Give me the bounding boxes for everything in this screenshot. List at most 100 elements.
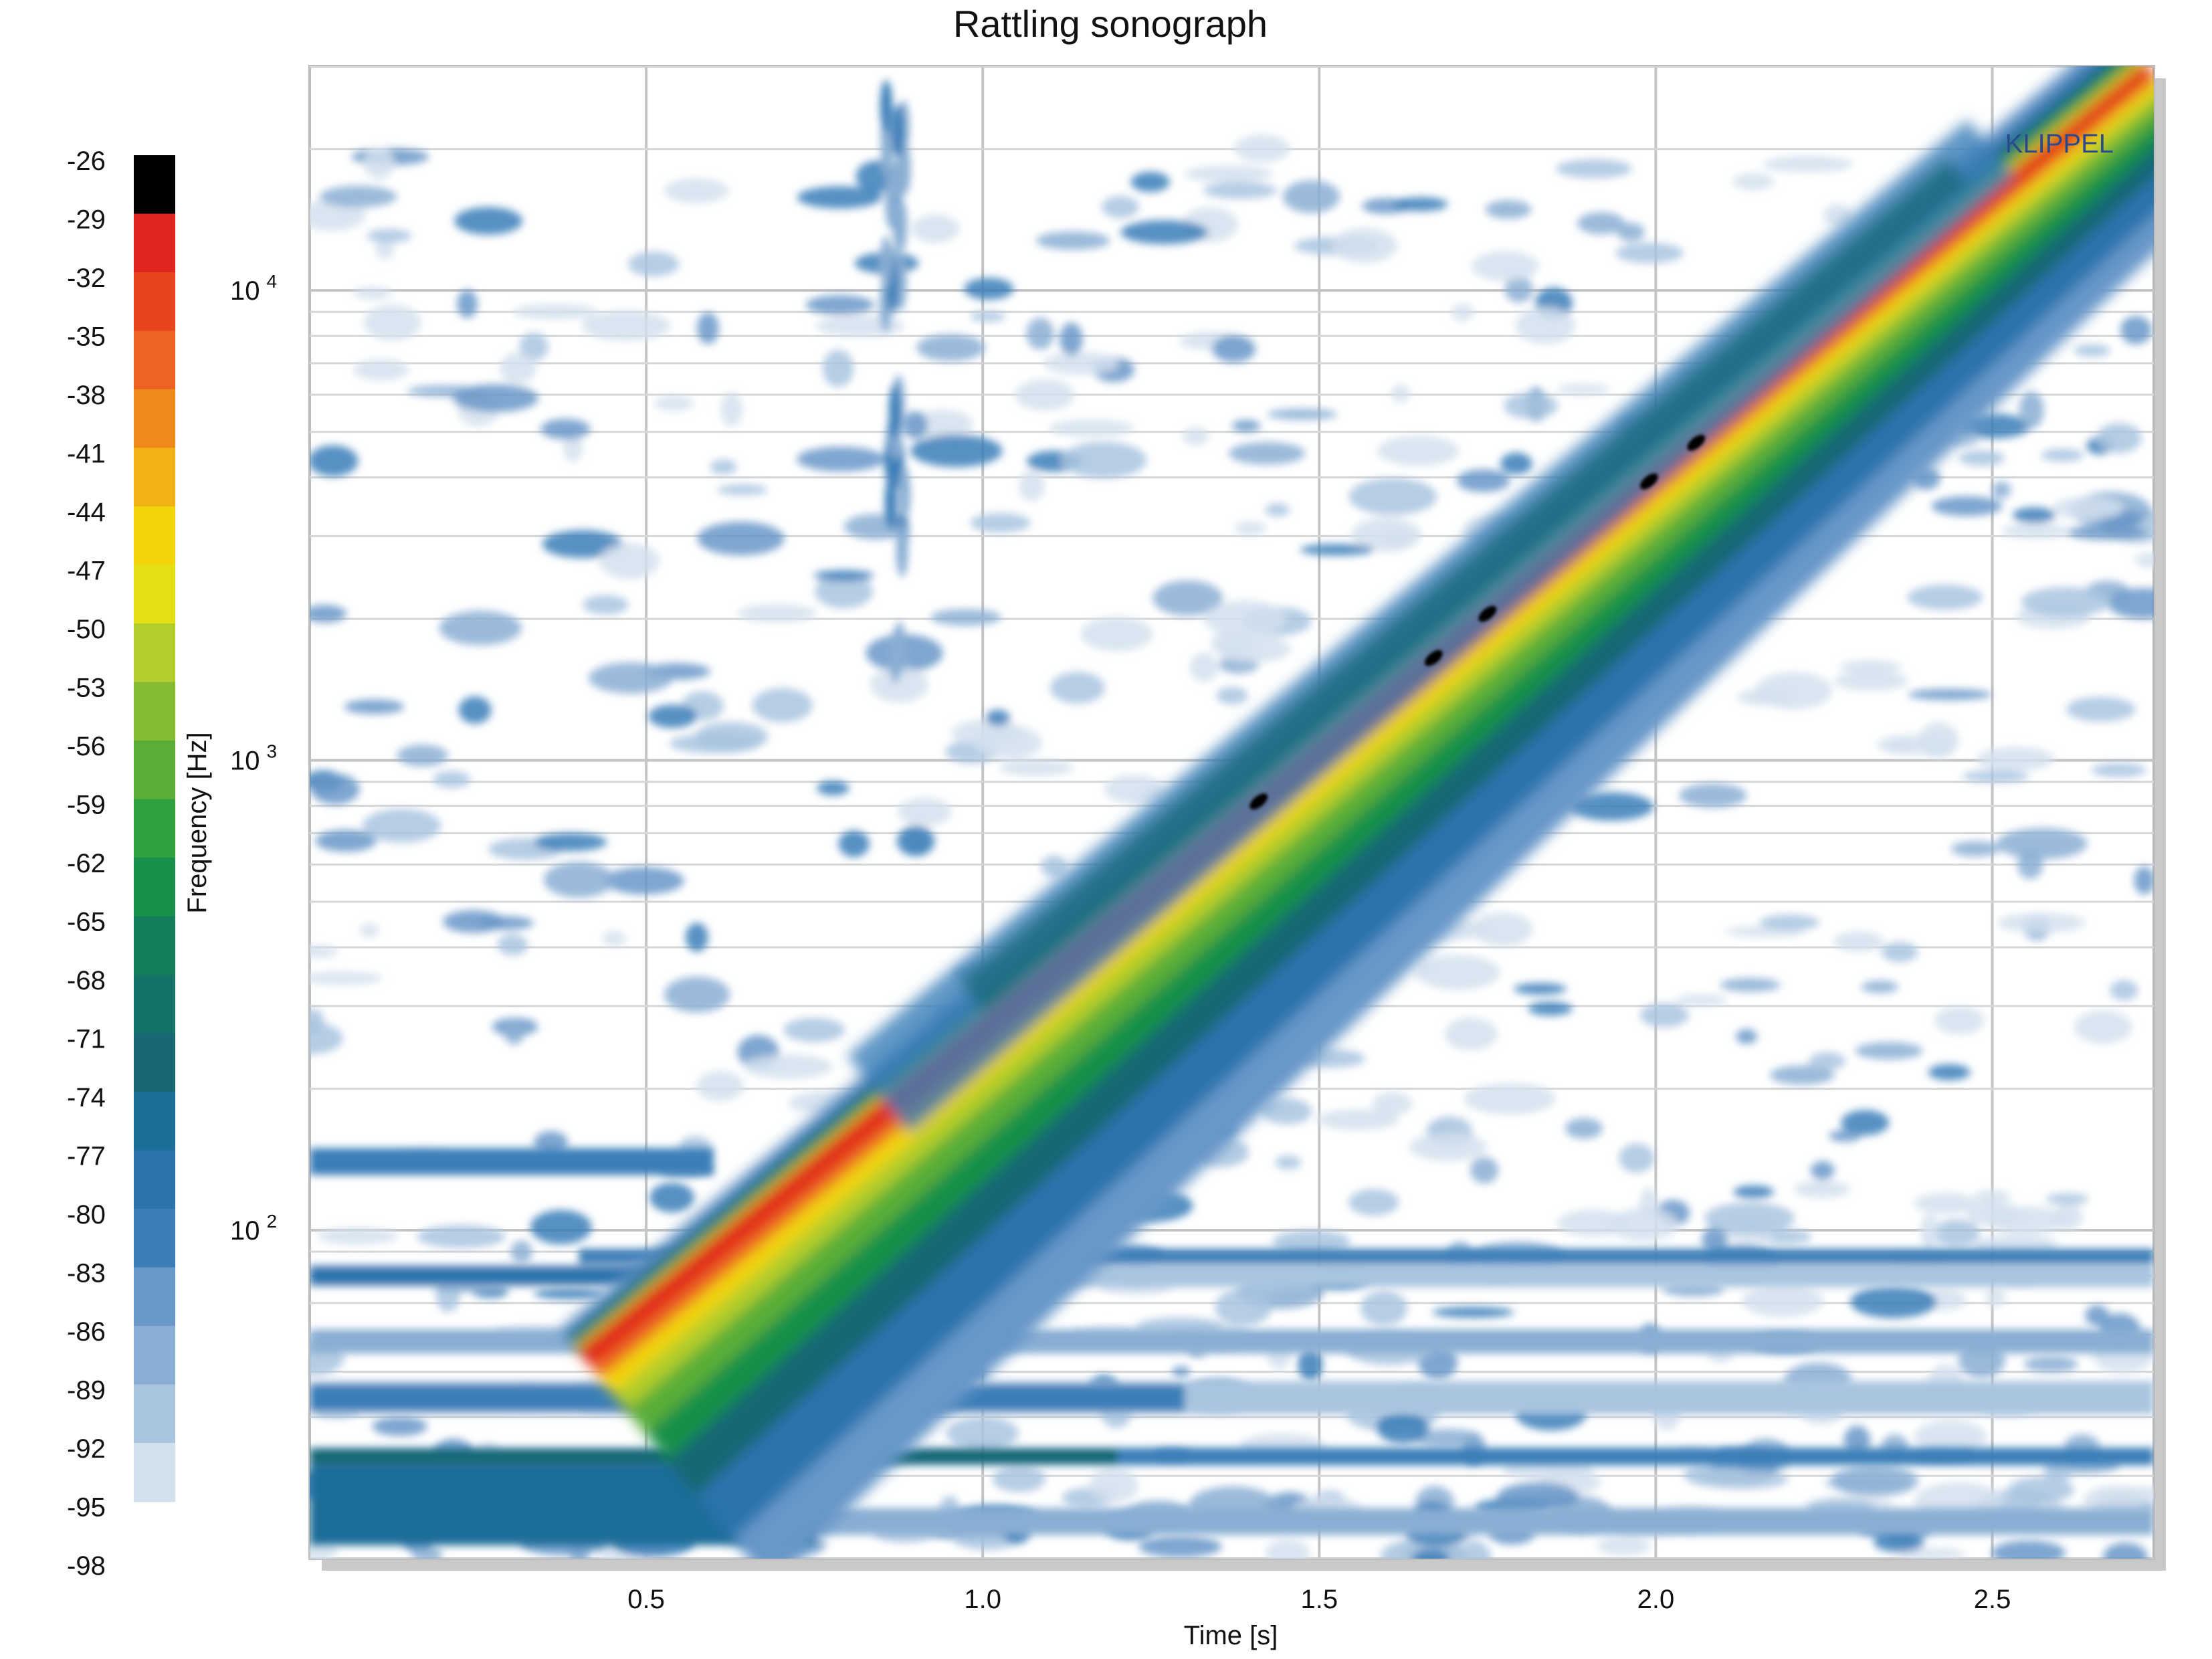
noise-blob xyxy=(344,699,405,714)
noise-blob xyxy=(453,384,539,413)
noise-blob xyxy=(1500,452,1532,475)
noise-blob xyxy=(1231,419,1261,432)
noise-blob xyxy=(1060,322,1083,356)
noise-blob xyxy=(1639,1187,1659,1224)
x-tick-label: 1.0 xyxy=(964,1585,1001,1614)
noise-blob xyxy=(375,238,395,260)
noise-blob xyxy=(752,688,813,722)
noise-blob xyxy=(1035,231,1110,250)
noise-blob xyxy=(1216,686,1248,704)
noise-blob xyxy=(1360,1290,1408,1326)
colorbar-level-label: -77 xyxy=(67,1142,106,1171)
noise-blob xyxy=(892,104,904,159)
noise-blob xyxy=(397,745,448,767)
noise-blob xyxy=(1504,276,1534,303)
noise-blob xyxy=(581,310,671,341)
colorbar-swatch xyxy=(134,330,175,390)
noise-blob xyxy=(985,709,1011,726)
noise-blob xyxy=(1120,220,1209,245)
noise-blob xyxy=(2107,587,2154,619)
colorbar-swatch xyxy=(134,1443,175,1502)
noise-blob xyxy=(1415,955,1500,990)
noise-blob xyxy=(815,574,874,609)
colorbar-swatch xyxy=(134,858,175,917)
noise-blob xyxy=(2053,1203,2083,1231)
noise-blob xyxy=(697,521,785,556)
noise-blob xyxy=(1617,223,1645,241)
colorbar-swatch xyxy=(134,682,175,741)
colorbar-level-label: -32 xyxy=(67,264,106,293)
noise-blob xyxy=(1809,1052,1846,1070)
noise-blob xyxy=(1261,1098,1312,1125)
noise-blob xyxy=(1991,481,2011,499)
y-tick-label: 10 3 xyxy=(230,741,277,776)
noise-blob xyxy=(1732,173,1775,191)
noise-blob xyxy=(534,1131,569,1154)
noise-blob xyxy=(1485,200,1532,219)
noise-blob xyxy=(1675,994,1728,1006)
noise-blob xyxy=(1080,617,1153,652)
noise-blob xyxy=(543,862,615,898)
noise-blob xyxy=(363,304,421,340)
noise-blob xyxy=(1811,1161,1835,1180)
colorbar-swatch xyxy=(134,975,175,1034)
noise-blob xyxy=(1597,1537,1651,1555)
colorbar-swatch xyxy=(134,623,175,683)
colorbar: -26 -29 -32 -35 -38 -41 -44 -47 -50 -53 -56 -59 -62 -… xyxy=(67,147,175,1581)
noise-blob xyxy=(588,662,674,694)
colorbar-swatch xyxy=(134,1326,175,1385)
colorbar-level-label: -95 xyxy=(67,1493,106,1523)
chart-title: Rattling sonograph xyxy=(953,3,1268,45)
noise-blob xyxy=(797,446,886,472)
colorbar-level-label: -56 xyxy=(67,732,106,761)
noise-blob xyxy=(1569,792,1654,821)
noise-blob xyxy=(1102,195,1139,218)
peak-spot xyxy=(1249,793,1268,809)
noise-blob xyxy=(1182,427,1209,446)
colorbar-level-label: -59 xyxy=(67,791,106,820)
noise-blob xyxy=(2021,587,2111,617)
noise-blob xyxy=(1393,197,1448,211)
noise-blob xyxy=(1184,165,1274,183)
noise-blob xyxy=(1991,1540,2066,1559)
noise-blob xyxy=(1742,1285,1824,1317)
noise-blob xyxy=(499,352,536,384)
noise-blob xyxy=(1015,379,1075,411)
noise-blob xyxy=(1769,1065,1835,1085)
noise-blob xyxy=(2120,316,2152,345)
noise-blob xyxy=(697,312,719,345)
colorbar-swatch xyxy=(134,1150,175,1209)
noise-blob xyxy=(1391,385,1411,403)
noise-blob xyxy=(1920,1213,1940,1250)
noise-blob xyxy=(1763,155,1853,173)
noise-blob xyxy=(1050,672,1105,704)
noise-blob xyxy=(648,704,697,728)
noise-blob xyxy=(364,147,395,180)
noise-blob xyxy=(310,945,338,958)
noise-blob xyxy=(1855,1042,1923,1060)
colorbar-level-label: -89 xyxy=(67,1376,106,1405)
noise-blob xyxy=(1043,352,1120,375)
noise-blob xyxy=(813,570,874,581)
x-tick-label: 2.5 xyxy=(1974,1585,2011,1614)
noise-blob xyxy=(1843,1426,1871,1454)
noise-blob xyxy=(2102,1543,2148,1559)
noise-blob xyxy=(1609,1207,1678,1242)
noise-blob xyxy=(895,198,908,252)
noise-blob xyxy=(880,235,892,290)
noise-blob xyxy=(2134,553,2154,568)
noise-blob xyxy=(1967,1201,2022,1227)
noise-blob xyxy=(2067,524,2148,541)
noise-blob xyxy=(1228,442,1306,465)
noise-blob xyxy=(2013,507,2055,524)
colorbar-swatch xyxy=(134,506,175,566)
colorbar-level-label: -80 xyxy=(67,1200,106,1230)
noise-blob xyxy=(1203,182,1278,199)
noise-blob xyxy=(458,696,492,724)
noise-blob xyxy=(2085,1304,2110,1327)
noise-blob xyxy=(717,484,768,496)
noise-blob xyxy=(2066,696,2136,722)
noise-blob xyxy=(2091,763,2147,777)
